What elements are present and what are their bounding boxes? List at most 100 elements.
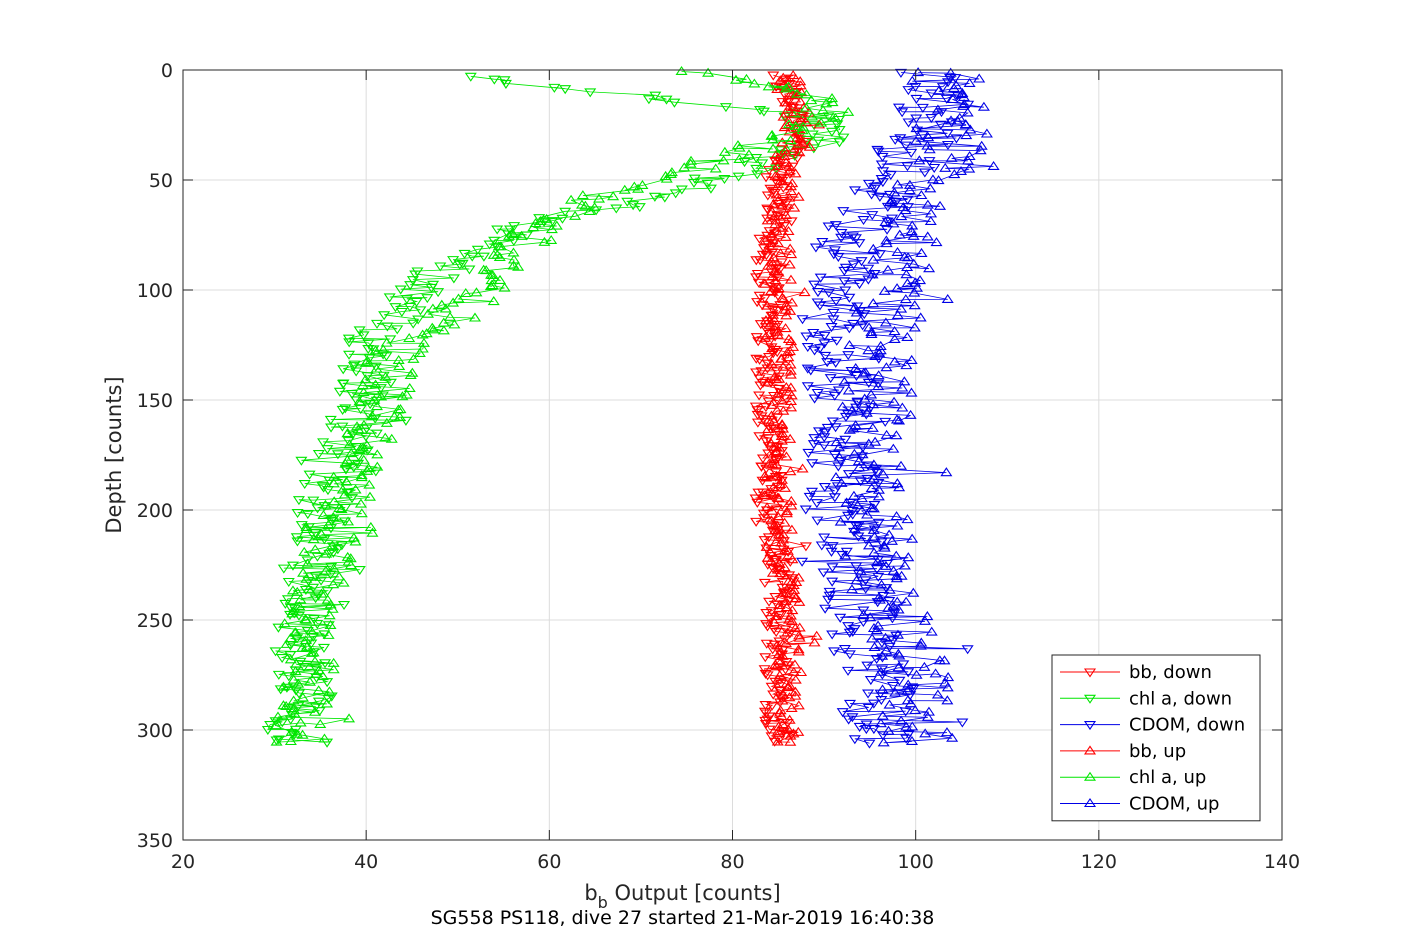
data-point [856,449,869,459]
data-point [902,118,915,128]
data-point [491,249,504,259]
data-point [857,367,870,377]
data-point [838,644,851,655]
data-point [777,293,790,303]
data-point [319,565,332,575]
data-point [789,690,802,700]
data-point [298,546,311,556]
data-point [828,487,841,497]
data-point [770,505,783,515]
data-point [778,90,791,100]
data-point [784,736,797,746]
legend-box [1051,654,1261,822]
data-point [750,273,763,283]
data-point [860,725,873,735]
data-point [850,307,863,317]
data-point [837,207,850,217]
data-point [338,489,351,499]
data-point [752,278,765,288]
data-point [865,190,878,200]
data-point [762,423,775,433]
data-point [782,547,795,557]
data-point [485,269,498,279]
data-point [977,101,990,111]
y-tick-label: 0 [161,60,173,82]
data-point [875,175,888,185]
data-point [333,387,346,397]
data-point [760,709,773,719]
data-point [847,490,860,500]
data-point [940,467,953,477]
data-point [830,296,843,307]
data-point [793,630,806,640]
data-point [370,401,383,411]
data-point [963,77,976,87]
data-point [867,473,880,483]
data-point [769,219,782,229]
data-point [779,638,793,648]
legend-entry: CDOM, down [1060,715,1245,736]
data-point [444,311,457,321]
data-point [786,162,799,172]
data-point [363,491,377,501]
data-point [261,725,274,735]
data-point [507,236,520,247]
data-point [829,221,842,231]
data-point [277,564,290,574]
data-point [900,360,913,370]
data-point [772,195,785,205]
data-point [818,483,831,493]
data-point [775,395,788,405]
data-point [890,571,903,581]
data-point [891,283,904,293]
data-point [785,217,798,227]
data-point [768,640,781,650]
data-point [370,319,384,329]
legend-label: chl a, up [1129,767,1206,788]
data-point [808,434,821,444]
data-point [556,214,569,224]
data-point [796,113,809,123]
data-point [894,68,907,78]
data-point [941,695,954,705]
data-point [931,104,944,114]
data-point [873,192,886,202]
data-point [906,533,919,543]
data-point [753,432,766,442]
data-point [842,470,855,480]
data-point [314,718,327,729]
data-point [852,521,865,531]
data-point [873,594,886,604]
data-point [447,297,460,307]
data-point [392,404,405,414]
data-point [960,130,973,140]
data-point [835,228,848,239]
data-point [961,645,974,655]
data-point [771,83,784,93]
data-point [781,627,794,637]
data-point [687,178,701,188]
data-point [861,509,874,519]
y-tick-label: 100 [137,280,173,302]
data-point [583,205,596,215]
data-point [893,229,906,239]
data-point [346,390,359,400]
data-point [784,274,797,284]
data-point [840,497,853,507]
data-point [785,336,798,346]
data-point [779,482,792,492]
data-point [787,666,800,676]
data-point [300,521,313,531]
data-point [874,340,887,350]
data-point [376,391,389,401]
data-point [701,179,714,189]
data-point [269,647,282,657]
y-tick-label: 50 [149,170,173,192]
data-point [896,382,909,392]
data-point [750,164,763,174]
data-point [868,547,881,557]
data-point [610,204,623,214]
data-point [874,689,887,699]
data-point [775,431,788,441]
data-point [729,74,742,84]
